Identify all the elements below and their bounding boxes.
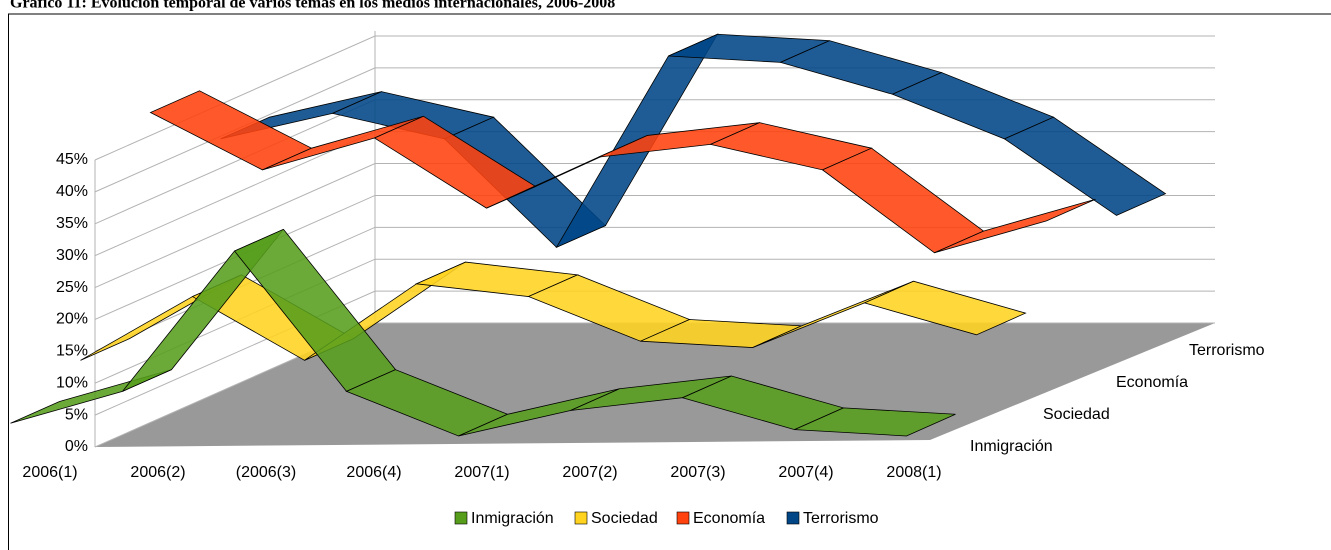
ribbon-segment xyxy=(934,198,1096,254)
x-tick-label: 2007(4) xyxy=(778,464,833,481)
legend-swatch xyxy=(676,511,690,525)
legend-swatch xyxy=(786,511,800,525)
legend-label: Terrorismo xyxy=(803,510,879,527)
depth-label: Terrorismo xyxy=(1189,342,1265,359)
x-tick-label: 2007(1) xyxy=(454,464,509,481)
y-tick-label: 40% xyxy=(56,183,88,200)
y-tick-label: 5% xyxy=(65,406,88,423)
legend-label: Sociedad xyxy=(591,510,658,527)
x-tick-label: (2006(3) xyxy=(236,464,296,481)
y-tick-label: 35% xyxy=(56,215,88,232)
y-tick-label: 30% xyxy=(56,247,88,264)
x-tick-label: 2008(1) xyxy=(886,464,941,481)
depth-label: Economía xyxy=(1116,374,1188,391)
depth-label: Sociedad xyxy=(1043,406,1110,423)
y-tick-label: 25% xyxy=(56,279,88,296)
chart-title: Gráfico 11: Evolución temporal de varios… xyxy=(10,0,615,12)
legend-label: Economía xyxy=(693,510,765,527)
y-tick-label: 45% xyxy=(56,151,88,168)
y-tick-label: 0% xyxy=(65,438,88,455)
legend-label: Inmigración xyxy=(471,510,554,527)
depth-label: Inmigración xyxy=(970,438,1053,455)
x-tick-label: 2006(2) xyxy=(130,464,185,481)
y-tick-label: 10% xyxy=(56,374,88,391)
legend-swatch xyxy=(454,511,468,525)
ribbon-segment xyxy=(863,280,1027,336)
x-tick-label: 2006(4) xyxy=(346,464,401,481)
legend-swatch xyxy=(574,511,588,525)
x-tick-label: 2006(1) xyxy=(22,464,77,481)
grid-line xyxy=(94,67,1215,193)
x-tick-label: 2007(2) xyxy=(562,464,617,481)
ribbon-segment xyxy=(1003,116,1167,216)
ribbon-segment xyxy=(149,90,313,171)
y-tick-label: 15% xyxy=(56,343,88,360)
ribbon-segment xyxy=(794,407,956,437)
x-tick-label: 2007(3) xyxy=(670,464,725,481)
grid-line xyxy=(94,163,1215,289)
y-tick-label: 20% xyxy=(56,311,88,328)
